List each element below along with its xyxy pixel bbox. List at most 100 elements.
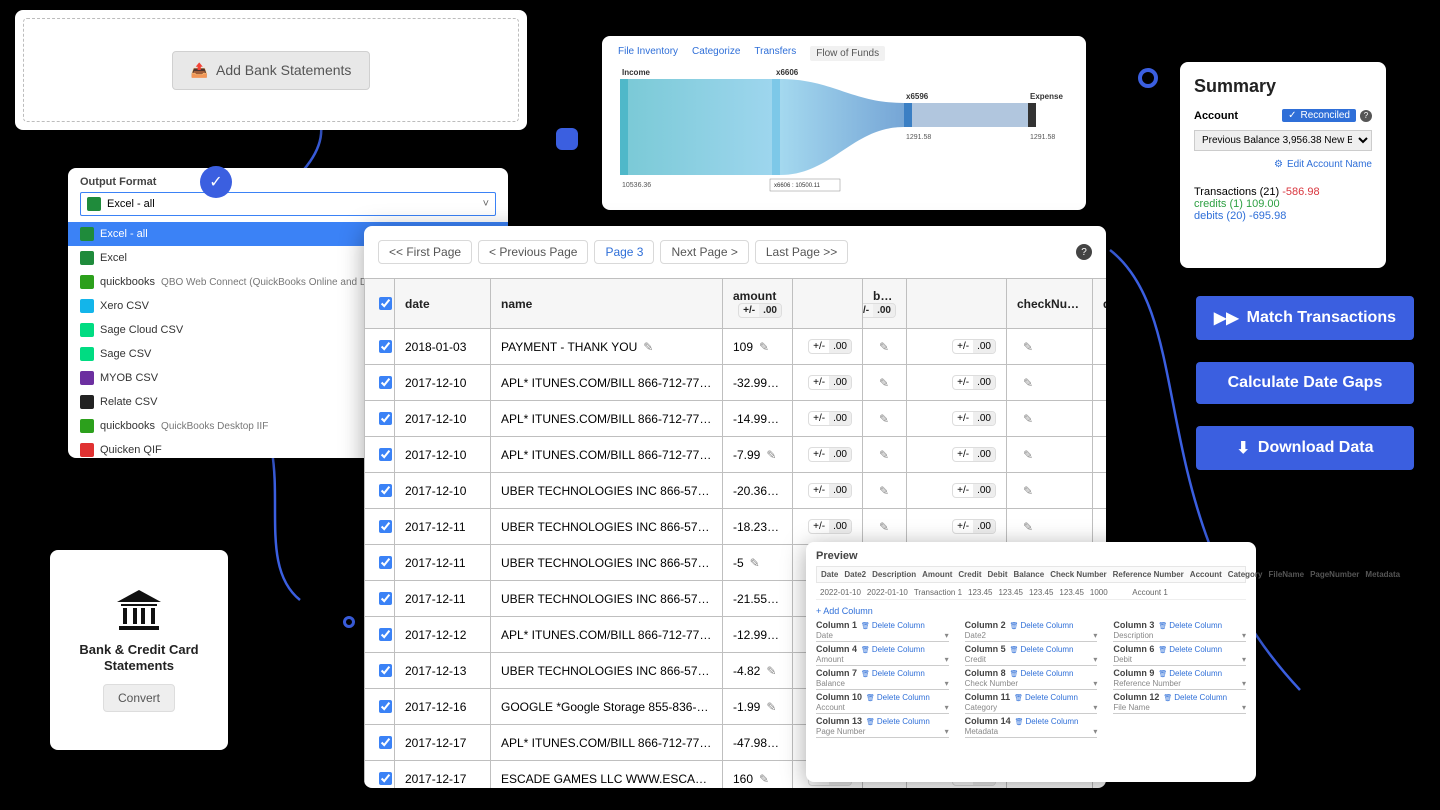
edit-icon[interactable]: ✎ [879, 484, 889, 498]
column-field-select[interactable]: Check Number▾ [965, 678, 1098, 690]
precision-toggle[interactable]: +/-.00 [808, 519, 852, 534]
column-field-select[interactable]: Page Number▾ [816, 726, 949, 738]
sankey-tab[interactable]: File Inventory [618, 46, 678, 61]
info-icon[interactable]: ? [1360, 110, 1372, 122]
edit-icon[interactable]: ✎ [1023, 340, 1033, 354]
edit-icon[interactable]: ✎ [750, 556, 760, 570]
sankey-tab[interactable]: Flow of Funds [810, 46, 885, 61]
delete-column-link[interactable]: Delete Column [866, 717, 930, 726]
precision-toggle[interactable]: +/-.00 [952, 339, 996, 354]
calculate-gaps-button[interactable]: Calculate Date Gaps [1196, 362, 1414, 404]
row-checkbox[interactable] [379, 628, 392, 641]
pager-next[interactable]: Next Page > [660, 240, 748, 264]
precision-toggle[interactable]: +/-.00 [808, 447, 852, 462]
edit-icon[interactable]: ✎ [766, 664, 776, 678]
column-header[interactable]: date2 [1093, 279, 1107, 329]
edit-icon[interactable]: ✎ [879, 520, 889, 534]
delete-column-link[interactable]: Delete Column [1158, 669, 1222, 678]
column-header[interactable]: name [491, 279, 723, 329]
pager-last[interactable]: Last Page >> [755, 240, 848, 264]
edit-icon[interactable]: ✎ [1023, 412, 1033, 426]
sankey-tab[interactable]: Categorize [692, 46, 740, 61]
edit-icon[interactable]: ✎ [879, 376, 889, 390]
help-icon[interactable]: ? [1076, 244, 1092, 260]
column-field-select[interactable]: Balance▾ [816, 678, 949, 690]
column-header[interactable]: balance+/-.00 [863, 279, 907, 329]
precision-toggle[interactable]: +/-.00 [808, 375, 852, 390]
delete-column-link[interactable]: Delete Column [866, 693, 930, 702]
delete-column-link[interactable]: Delete Column [861, 621, 925, 630]
pager-first[interactable]: << First Page [378, 240, 472, 264]
edit-icon[interactable]: ✎ [879, 340, 889, 354]
edit-icon[interactable]: ✎ [1023, 520, 1033, 534]
delete-column-link[interactable]: Delete Column [1163, 693, 1227, 702]
add-statements-button[interactable]: 📤 Add Bank Statements [172, 51, 371, 90]
row-checkbox[interactable] [379, 700, 392, 713]
delete-column-link[interactable]: Delete Column [1158, 621, 1222, 630]
edit-icon[interactable]: ✎ [773, 520, 783, 534]
column-field-select[interactable]: Reference Number▾ [1113, 678, 1246, 690]
column-header[interactable]: date [395, 279, 491, 329]
column-field-select[interactable]: Account▾ [816, 702, 949, 714]
delete-column-link[interactable]: Delete Column [861, 669, 925, 678]
column-header[interactable] [365, 279, 395, 329]
precision-toggle[interactable]: +/-.00 [808, 411, 852, 426]
edit-icon[interactable]: ✎ [773, 412, 783, 426]
column-field-select[interactable]: Description▾ [1113, 630, 1246, 642]
edit-icon[interactable]: ✎ [773, 592, 783, 606]
row-checkbox[interactable] [379, 736, 392, 749]
delete-column-link[interactable]: Delete Column [1010, 621, 1074, 630]
edit-icon[interactable]: ✎ [759, 772, 769, 786]
delete-column-link[interactable]: Delete Column [861, 645, 925, 654]
edit-icon[interactable]: ✎ [766, 700, 776, 714]
edit-icon[interactable]: ✎ [879, 412, 889, 426]
column-field-select[interactable]: Debit▾ [1113, 654, 1246, 666]
add-column-link[interactable]: + Add Column [816, 606, 1246, 616]
select-all-checkbox[interactable] [379, 297, 392, 310]
pager-prev[interactable]: < Previous Page [478, 240, 588, 264]
column-header[interactable]: checkNumber [1007, 279, 1093, 329]
column-field-select[interactable]: Credit▾ [965, 654, 1098, 666]
row-checkbox[interactable] [379, 412, 392, 425]
delete-column-link[interactable]: Delete Column [1158, 645, 1222, 654]
row-checkbox[interactable] [379, 448, 392, 461]
edit-icon[interactable]: ✎ [773, 484, 783, 498]
row-checkbox[interactable] [379, 520, 392, 533]
column-field-select[interactable]: File Name▾ [1113, 702, 1246, 714]
edit-icon[interactable]: ✎ [1023, 484, 1033, 498]
precision-toggle[interactable]: +/-.00 [808, 483, 852, 498]
row-checkbox[interactable] [379, 772, 392, 785]
row-checkbox[interactable] [379, 556, 392, 569]
edit-icon[interactable]: ✎ [773, 628, 783, 642]
delete-column-link[interactable]: Delete Column [1014, 693, 1078, 702]
row-checkbox[interactable] [379, 664, 392, 677]
precision-toggle[interactable]: +/-.00 [952, 375, 996, 390]
column-field-select[interactable]: Category▾ [965, 702, 1098, 714]
row-checkbox[interactable] [379, 484, 392, 497]
column-header[interactable] [793, 279, 863, 329]
column-field-select[interactable]: Date2▾ [965, 630, 1098, 642]
upload-dropzone[interactable]: 📤 Add Bank Statements [23, 18, 519, 122]
delete-column-link[interactable]: Delete Column [1010, 645, 1074, 654]
edit-icon[interactable]: ✎ [643, 340, 653, 354]
balance-select[interactable]: Previous Balance 3,956.38 New Balance To… [1194, 130, 1372, 151]
edit-account-link[interactable]: ⚙Edit Account Name [1194, 159, 1372, 170]
precision-toggle[interactable]: +/-.00 [952, 411, 996, 426]
download-data-button[interactable]: ⬇Download Data [1196, 426, 1414, 470]
precision-toggle[interactable]: +/-.00 [952, 519, 996, 534]
edit-icon[interactable]: ✎ [1023, 376, 1033, 390]
column-field-select[interactable]: Metadata▾ [965, 726, 1098, 738]
precision-toggle[interactable]: +/-.00 [808, 339, 852, 354]
column-header[interactable]: amount+/-.00 [723, 279, 793, 329]
precision-toggle[interactable]: +/-.00 [952, 447, 996, 462]
convert-button[interactable]: Convert [103, 684, 175, 712]
pager-current[interactable]: Page 3 [594, 240, 654, 264]
edit-icon[interactable]: ✎ [1023, 448, 1033, 462]
edit-icon[interactable]: ✎ [759, 340, 769, 354]
delete-column-link[interactable]: Delete Column [1015, 717, 1079, 726]
sankey-tab[interactable]: Transfers [754, 46, 796, 61]
precision-toggle[interactable]: +/-.00 [952, 483, 996, 498]
edit-icon[interactable]: ✎ [766, 448, 776, 462]
edit-icon[interactable]: ✎ [773, 736, 783, 750]
edit-icon[interactable]: ✎ [879, 448, 889, 462]
